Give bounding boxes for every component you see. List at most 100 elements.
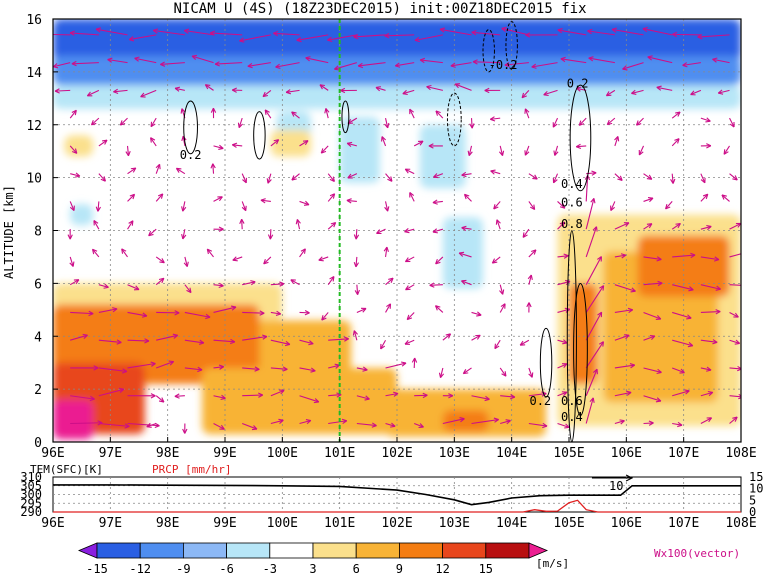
wind-vector xyxy=(498,145,505,156)
wind-vector xyxy=(267,229,274,240)
x-tick-label: 102E xyxy=(381,446,412,461)
wind-vector xyxy=(328,336,349,342)
w-contour xyxy=(253,111,266,160)
wind-vector xyxy=(461,171,472,178)
surface-x-tick-label: 102E xyxy=(381,516,412,531)
wind-vector xyxy=(175,167,186,175)
wind-vector xyxy=(320,145,329,154)
wind-vector xyxy=(184,366,203,373)
wind-vector xyxy=(432,228,444,234)
wind-vector xyxy=(318,256,329,262)
fill-region-15 xyxy=(202,367,397,435)
wind-vector xyxy=(385,361,407,369)
wind-vector xyxy=(682,62,701,68)
wind-vector xyxy=(242,310,265,316)
wind-vector xyxy=(404,339,415,345)
wind-vector xyxy=(291,111,300,119)
surface-x-tick-label: 105E xyxy=(553,516,584,531)
y-tick-label: 8 xyxy=(34,225,42,240)
wind-vector xyxy=(327,34,357,43)
contour-label: 0.8 xyxy=(561,217,583,231)
surface-x-tick-label: 99E xyxy=(213,516,236,531)
wind-vector xyxy=(69,279,80,286)
surface-left-tick-label: 305 xyxy=(20,479,42,493)
wind-vector xyxy=(266,173,272,184)
contour-label: 0.2 xyxy=(180,148,202,162)
wind-vector xyxy=(275,62,300,69)
wind-vector xyxy=(98,139,108,147)
wind-vector xyxy=(69,109,77,119)
surface-left-tick-label: 300 xyxy=(20,488,42,502)
wind-vector xyxy=(585,341,605,369)
x-tick-label: 96E xyxy=(41,446,64,461)
precip-line xyxy=(53,499,741,513)
wind-vector xyxy=(146,422,157,428)
contour-label: 0.6 xyxy=(561,196,583,210)
surface-x-tick-label: 107E xyxy=(668,516,699,531)
wind-vector xyxy=(575,143,587,150)
wind-vector xyxy=(643,173,653,180)
wind-vector xyxy=(723,145,730,155)
wind-vector xyxy=(413,140,424,147)
wind-vector xyxy=(95,27,128,36)
wind-vector xyxy=(729,311,739,318)
wind-vector xyxy=(174,86,185,92)
colorbar: -15 -12 -9 -6 -3 3 6 9 12 15 [m/s] xyxy=(77,542,569,575)
wind-vector xyxy=(232,256,243,262)
wind-vector xyxy=(700,256,720,262)
wind-vector xyxy=(519,339,530,346)
wind-vector xyxy=(121,248,128,258)
wind-vector xyxy=(134,56,157,64)
w-contours: 0.2 -0.2 0.2 0.4 0.6 0.8 0.2 0.6 0.4 xyxy=(180,21,592,442)
colorbar-unit: [m/s] xyxy=(536,557,569,570)
w-contour xyxy=(482,29,495,73)
fill-region-9 xyxy=(270,130,311,157)
wind-vector xyxy=(521,90,530,99)
wind-vector xyxy=(471,395,490,402)
contour-label: 0.4 xyxy=(561,177,583,191)
wind-vector xyxy=(501,26,529,36)
wind-vector xyxy=(90,117,100,126)
wind-vector xyxy=(354,284,360,295)
y-tick-label: 6 xyxy=(34,277,42,292)
colorbar-tick-label: -6 xyxy=(219,562,233,575)
wind-vector xyxy=(672,389,690,397)
wind-vector xyxy=(585,285,605,313)
wind-vector xyxy=(489,116,501,122)
wind-vector xyxy=(270,366,288,372)
colorbar-segment xyxy=(96,542,141,559)
colorbar-segment xyxy=(269,542,314,559)
wind-vector xyxy=(729,365,741,372)
fill-region-2 xyxy=(53,85,741,109)
wind-vector xyxy=(672,339,694,348)
wind-vector xyxy=(552,117,559,128)
wind-vector xyxy=(107,57,128,64)
wind-vector xyxy=(543,89,558,97)
wind-vector xyxy=(531,62,558,69)
w-contour xyxy=(446,92,462,147)
wind-vector xyxy=(182,423,188,434)
wind-vector xyxy=(98,173,106,182)
wind-vector xyxy=(672,252,696,259)
wind-vector xyxy=(127,167,137,175)
surface-left-tick-label: 310 xyxy=(20,470,42,484)
w-contour xyxy=(183,100,198,155)
colorbar-arrow-low xyxy=(77,542,98,559)
surface-arrow xyxy=(591,474,634,482)
colorbar-tick-label: -9 xyxy=(176,562,190,575)
wind-vector xyxy=(394,62,415,68)
wind-vector xyxy=(213,423,225,430)
wind-vector xyxy=(454,83,472,91)
wind-vector xyxy=(150,137,157,147)
wind-vector xyxy=(241,201,247,212)
wind-vector xyxy=(98,367,128,374)
wind-vector xyxy=(557,391,568,397)
main-y-axis: 0 2 4 6 8 10 12 14 16 xyxy=(26,13,58,451)
wind-vector xyxy=(450,62,472,68)
colorbar-tick-label: 15 xyxy=(479,562,493,575)
surface-grid xyxy=(53,477,741,512)
wind-vector xyxy=(670,173,676,184)
y-tick-label: 4 xyxy=(34,330,42,345)
wind-vector xyxy=(125,145,131,157)
wind-vector xyxy=(127,193,136,202)
